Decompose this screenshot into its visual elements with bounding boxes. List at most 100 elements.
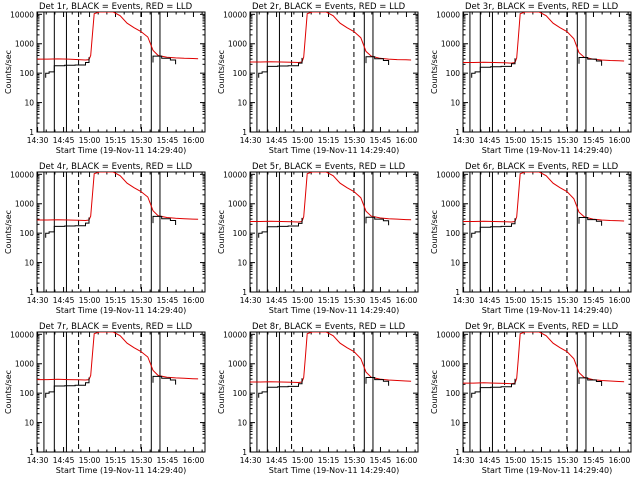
y-tick-label: 1 xyxy=(242,448,247,457)
x-tick-label: 15:30 xyxy=(131,296,153,305)
chart-panel-det-8: Det 8r, BLACK = Events, RED = LLD 1 10 100 1… xyxy=(217,322,419,475)
y-axis-label: Counts/sec xyxy=(217,370,226,414)
plot-frame xyxy=(36,11,206,133)
y-tick-label: 10000 xyxy=(223,170,247,179)
y-tick-label: 1000 xyxy=(228,40,247,49)
x-tick-label: 15:45 xyxy=(583,296,605,305)
x-tick-label: 14:45 xyxy=(479,456,501,465)
x-tick-label: 16:00 xyxy=(396,296,418,305)
plot-data xyxy=(250,12,412,132)
x-tick-label: 15:30 xyxy=(557,456,579,465)
chart-title: Det 7r, BLACK = Events, RED = LLD xyxy=(39,322,193,332)
x-axis-label: Start Time (19-Nov-11 14:29:40) xyxy=(56,306,186,315)
x-tick-label: 14:30 xyxy=(27,296,49,305)
lld-series-line xyxy=(250,172,412,223)
x-tick-label: 15:30 xyxy=(344,456,366,465)
x-tick-label: 14:30 xyxy=(453,456,475,465)
y-tick-label: 100 xyxy=(446,389,461,398)
y-axis-label: Counts/sec xyxy=(430,210,439,254)
y-tick-label: 1000 xyxy=(15,360,34,369)
x-tick-label: 14:30 xyxy=(27,456,49,465)
x-tick-label: 15:45 xyxy=(157,136,179,145)
events-series-line xyxy=(45,57,90,78)
x-tick-label: 15:45 xyxy=(157,456,179,465)
x-tick-label: 15:15 xyxy=(318,136,340,145)
lld-series-line xyxy=(250,332,412,384)
events-series-line xyxy=(365,377,390,386)
x-tick-label: 14:45 xyxy=(266,296,288,305)
x-tick-label: 15:00 xyxy=(292,456,314,465)
x-tick-label: 15:15 xyxy=(318,296,340,305)
events-series-line xyxy=(471,58,516,78)
x-axis-label: Start Time (19-Nov-11 14:29:40) xyxy=(56,466,186,475)
chart-title: Det 1r, BLACK = Events, RED = LLD xyxy=(39,2,193,12)
y-tick-label: 10000 xyxy=(436,170,460,179)
chart-title: Det 6r, BLACK = Events, RED = LLD xyxy=(465,162,619,172)
x-tick-label: 15:00 xyxy=(505,136,527,145)
lld-series-line xyxy=(463,172,625,223)
y-tick-label: 100 xyxy=(233,229,248,238)
plot-data xyxy=(37,12,199,132)
y-tick-label: 10 xyxy=(237,99,247,108)
x-tick-label: 16:00 xyxy=(609,456,631,465)
y-axis-label: Counts/sec xyxy=(430,50,439,94)
x-tick-label: 15:15 xyxy=(531,136,553,145)
x-tick-label: 15:15 xyxy=(105,456,127,465)
events-series-line xyxy=(471,218,516,238)
y-tick-label: 1 xyxy=(455,448,460,457)
plot-data xyxy=(463,12,625,132)
plot-frame xyxy=(462,11,632,133)
y-tick-label: 1 xyxy=(242,128,247,137)
y-tick-label: 10 xyxy=(24,259,34,268)
x-tick-label: 15:30 xyxy=(557,136,579,145)
plot-data xyxy=(37,332,199,452)
y-tick-label: 1000 xyxy=(228,200,247,209)
events-series-line xyxy=(471,378,516,398)
events-series-line xyxy=(258,217,303,238)
events-series-line xyxy=(152,215,177,225)
x-tick-label: 14:30 xyxy=(27,136,49,145)
x-tick-label: 14:30 xyxy=(453,296,475,305)
x-tick-label: 15:30 xyxy=(557,296,579,305)
x-tick-label: 16:00 xyxy=(183,136,205,145)
y-tick-label: 10 xyxy=(24,99,34,108)
y-axis-label: Counts/sec xyxy=(217,50,226,94)
y-tick-label: 10 xyxy=(237,419,247,428)
y-tick-label: 100 xyxy=(233,389,248,398)
chart-panel-det-9: Det 9r, BLACK = Events, RED = LLD 1 10 100 1… xyxy=(430,322,632,475)
x-tick-label: 15:45 xyxy=(583,136,605,145)
x-tick-label: 15:00 xyxy=(505,456,527,465)
x-tick-label: 16:00 xyxy=(609,136,631,145)
plot-data xyxy=(463,332,625,452)
plot-frame xyxy=(249,11,419,133)
y-tick-label: 10 xyxy=(450,419,460,428)
chart-panel-det-2: Det 2r, BLACK = Events, RED = LLD 1 10 100 1… xyxy=(217,2,419,155)
chart-title: Det 3r, BLACK = Events, RED = LLD xyxy=(465,2,619,12)
lld-series-line xyxy=(37,172,199,222)
x-tick-label: 15:00 xyxy=(292,296,314,305)
x-tick-label: 14:30 xyxy=(240,456,262,465)
plot-frame xyxy=(36,331,206,453)
x-tick-label: 14:45 xyxy=(266,136,288,145)
events-series-line xyxy=(578,217,603,226)
plot-data xyxy=(463,172,625,292)
y-tick-label: 10000 xyxy=(436,10,460,19)
y-axis-label: Counts/sec xyxy=(4,50,13,94)
x-tick-label: 16:00 xyxy=(396,456,418,465)
y-tick-label: 100 xyxy=(20,389,35,398)
x-tick-label: 15:45 xyxy=(370,136,392,145)
y-tick-label: 10000 xyxy=(10,330,34,339)
chart-title: Det 4r, BLACK = Events, RED = LLD xyxy=(39,162,193,172)
y-tick-label: 10000 xyxy=(436,330,460,339)
chart-panel-det-3: Det 3r, BLACK = Events, RED = LLD 1 10 100 1… xyxy=(430,2,632,155)
x-axis-label: Start Time (19-Nov-11 14:29:40) xyxy=(482,306,612,315)
y-tick-label: 100 xyxy=(446,69,461,78)
y-tick-label: 1 xyxy=(242,288,247,297)
x-axis-label: Start Time (19-Nov-11 14:29:40) xyxy=(269,466,399,475)
x-axis-label: Start Time (19-Nov-11 14:29:40) xyxy=(482,146,612,155)
x-tick-label: 16:00 xyxy=(609,296,631,305)
x-axis-label: Start Time (19-Nov-11 14:29:40) xyxy=(482,466,612,475)
x-tick-label: 15:30 xyxy=(131,136,153,145)
chart-panel-det-7: Det 7r, BLACK = Events, RED = LLD 1 10 100 1… xyxy=(4,322,206,475)
y-tick-label: 100 xyxy=(20,69,35,78)
